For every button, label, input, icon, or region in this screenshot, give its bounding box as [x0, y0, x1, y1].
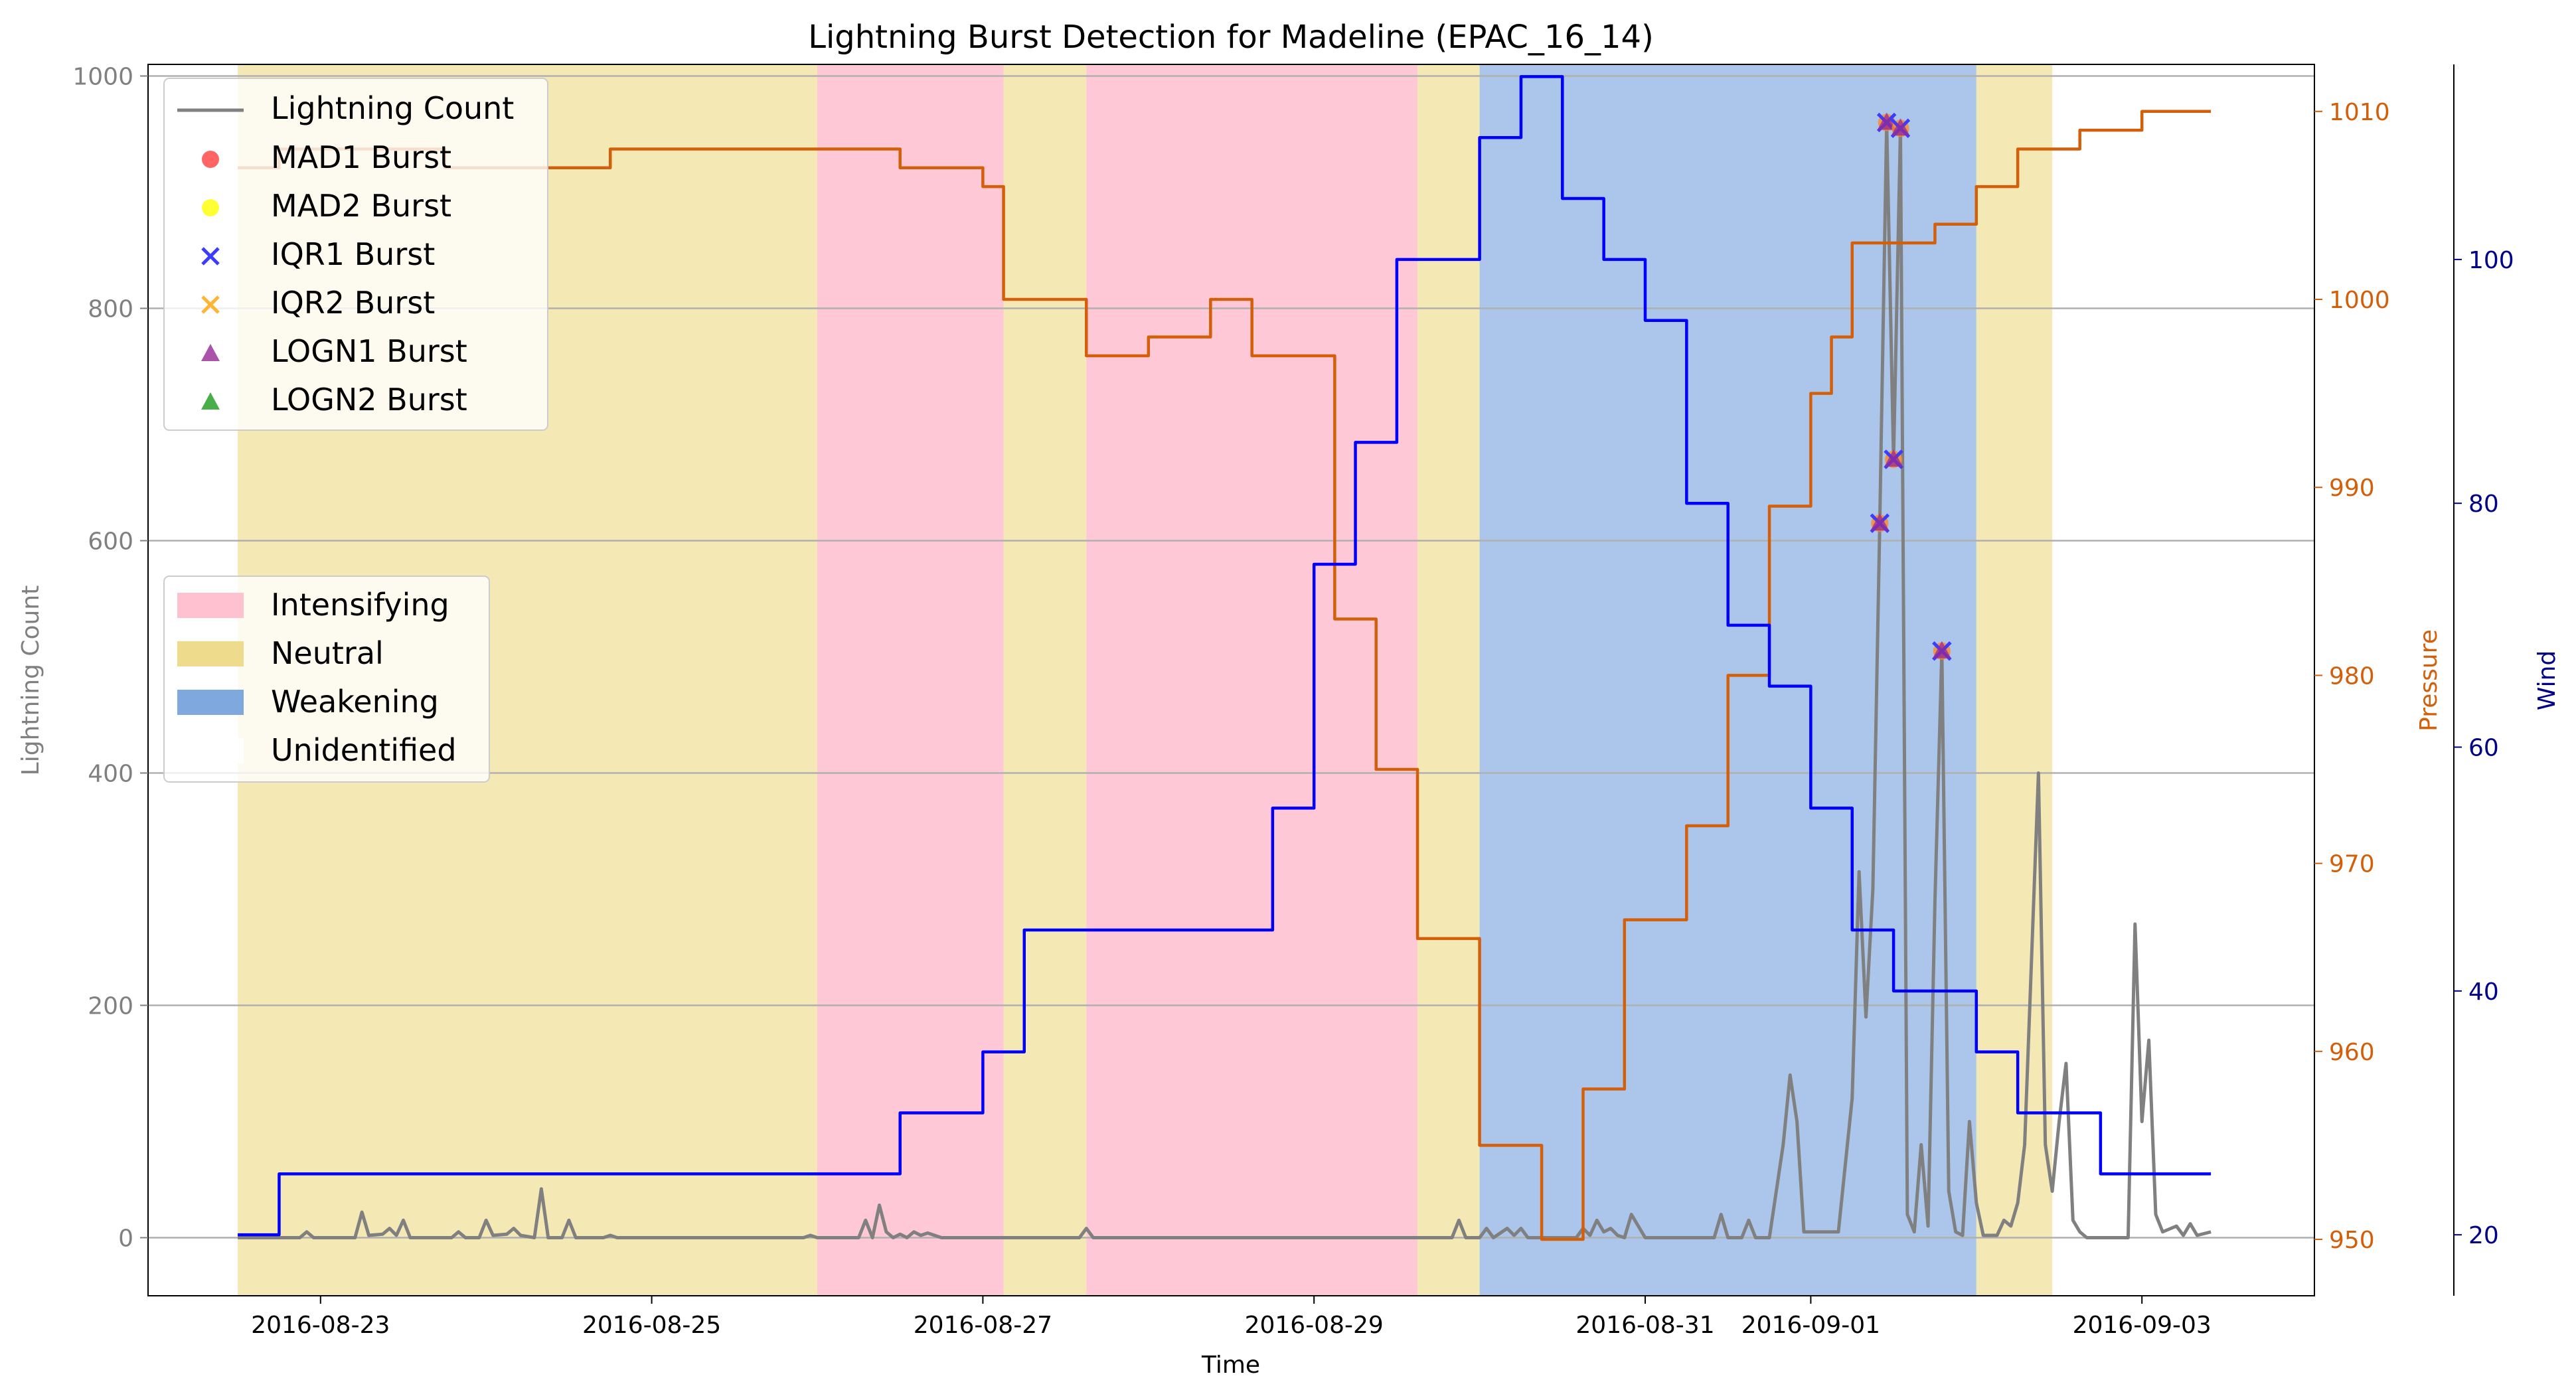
wind-tick-label-60: 60: [2468, 735, 2499, 762]
legend-mad2-label: MAD2 Burst: [271, 188, 451, 224]
legend-iqr1-marker: [201, 247, 220, 266]
legend-logn2-label: LOGN2 Burst: [271, 382, 467, 418]
wind-tick-label-40: 40: [2468, 978, 2499, 1006]
legend-upper-frame: [163, 78, 548, 431]
pressure-tick-label-980: 980: [2329, 662, 2375, 690]
legend-mad2-marker: [202, 199, 219, 216]
wind-axis-label: Wind: [2534, 651, 2561, 710]
wind-tick-label-100: 100: [2468, 247, 2514, 274]
legend-weakening-swatch: [177, 690, 244, 715]
x-axis-label: Time: [1201, 1352, 1260, 1379]
legend-intensifying-label: Intensifying: [271, 587, 449, 623]
burst-markers: [1870, 112, 1952, 661]
y-tick-label-600: 600: [88, 528, 133, 556]
y-tick-label-200: 200: [88, 993, 133, 1020]
x-tick-label-2016-08-27: 2016-08-27: [914, 1312, 1052, 1339]
y-axis-label: Lightning Count: [17, 585, 44, 776]
legend-weakening-label: Weakening: [271, 684, 439, 720]
phase-band-neutral-2: [1003, 64, 1087, 1296]
legend-unidentified-label: Unidentified: [271, 732, 457, 768]
burst-logn1-marker-2: [1884, 449, 1903, 467]
pressure-tick-label-1000: 1000: [2329, 287, 2390, 314]
series-lines: [238, 75, 2212, 1241]
phase-band-intensifying-3: [1086, 64, 1418, 1296]
legend-logn2-marker: [201, 392, 220, 410]
series-line-pressure: [238, 110, 2212, 1241]
legend-logn1-marker: [201, 344, 220, 361]
pressure-tick-label-970: 970: [2329, 851, 2375, 878]
x-tick-label-2016-08-23: 2016-08-23: [251, 1312, 390, 1339]
plot-frame: [147, 64, 2315, 1296]
x-tick-label-2016-09-01: 2016-09-01: [1741, 1312, 1880, 1339]
legend-iqr2-label: IQR2 Burst: [271, 285, 435, 321]
x-tick-label-2016-08-25: 2016-08-25: [582, 1312, 721, 1339]
legend-logn1-label: LOGN1 Burst: [271, 333, 467, 369]
legend-intensifying-swatch: [177, 593, 244, 618]
y-tick-label-800: 800: [88, 296, 133, 323]
pressure-axis-label: Pressure: [2415, 629, 2443, 732]
burst-logn1-marker-1: [1877, 112, 1896, 130]
wind-tick-label-80: 80: [2468, 491, 2499, 518]
legend-lightning-label: Lightning Count: [271, 90, 514, 126]
legend-neutral-swatch: [177, 641, 244, 666]
x-tick-label-2016-08-29: 2016-08-29: [1245, 1312, 1384, 1339]
legend-neutral-label: Neutral: [271, 635, 384, 671]
y-tick-label-1000: 1000: [72, 64, 133, 91]
pressure-tick-label-990: 990: [2329, 475, 2375, 502]
phase-band-neutral-4: [1417, 64, 1480, 1296]
legend-iqr2-marker: [201, 295, 220, 314]
series-line-wind: [238, 75, 2212, 1237]
legend-mad1-label: MAD1 Burst: [271, 139, 451, 175]
legend-lower-frame: [163, 576, 490, 783]
legend-iqr1-label: IQR1 Burst: [271, 236, 435, 272]
burst-logn1-marker-3: [1891, 118, 1910, 136]
series-line-lightning-count: [238, 121, 2212, 1239]
pressure-tick-label-950: 950: [2329, 1227, 2375, 1254]
y-tick-label-400: 400: [88, 761, 133, 788]
pressure-tick-label-1010: 1010: [2329, 99, 2390, 126]
chart-title: Lightning Burst Detection for Madeline (…: [808, 19, 1654, 56]
pressure-tick-label-960: 960: [2329, 1039, 2375, 1066]
phase-band-neutral-6: [1976, 64, 2053, 1296]
wind-tick-label-20: 20: [2468, 1222, 2499, 1249]
burst-logn1-marker-4: [1932, 641, 1951, 659]
x-tick-label-2016-09-03: 2016-09-03: [2073, 1312, 2212, 1339]
legend-lower: Intensifying Neutral Weakening Unidentif…: [163, 576, 490, 783]
legend-unidentified-swatch: [177, 738, 244, 763]
legend-upper: Lightning Count MAD1 Burst MAD2 Burst IQ…: [163, 78, 548, 431]
phase-band-intensifying-1: [817, 64, 1004, 1296]
legend-mad1-marker: [202, 151, 219, 168]
y-tick-label-0: 0: [118, 1225, 133, 1253]
burst-logn1-marker-0: [1870, 513, 1890, 531]
x-tick-label-2016-08-31: 2016-08-31: [1575, 1312, 1714, 1339]
axes: 0 200 400 600 800 1000 950 960 970 980 990 1000 1010…: [72, 64, 2514, 1340]
